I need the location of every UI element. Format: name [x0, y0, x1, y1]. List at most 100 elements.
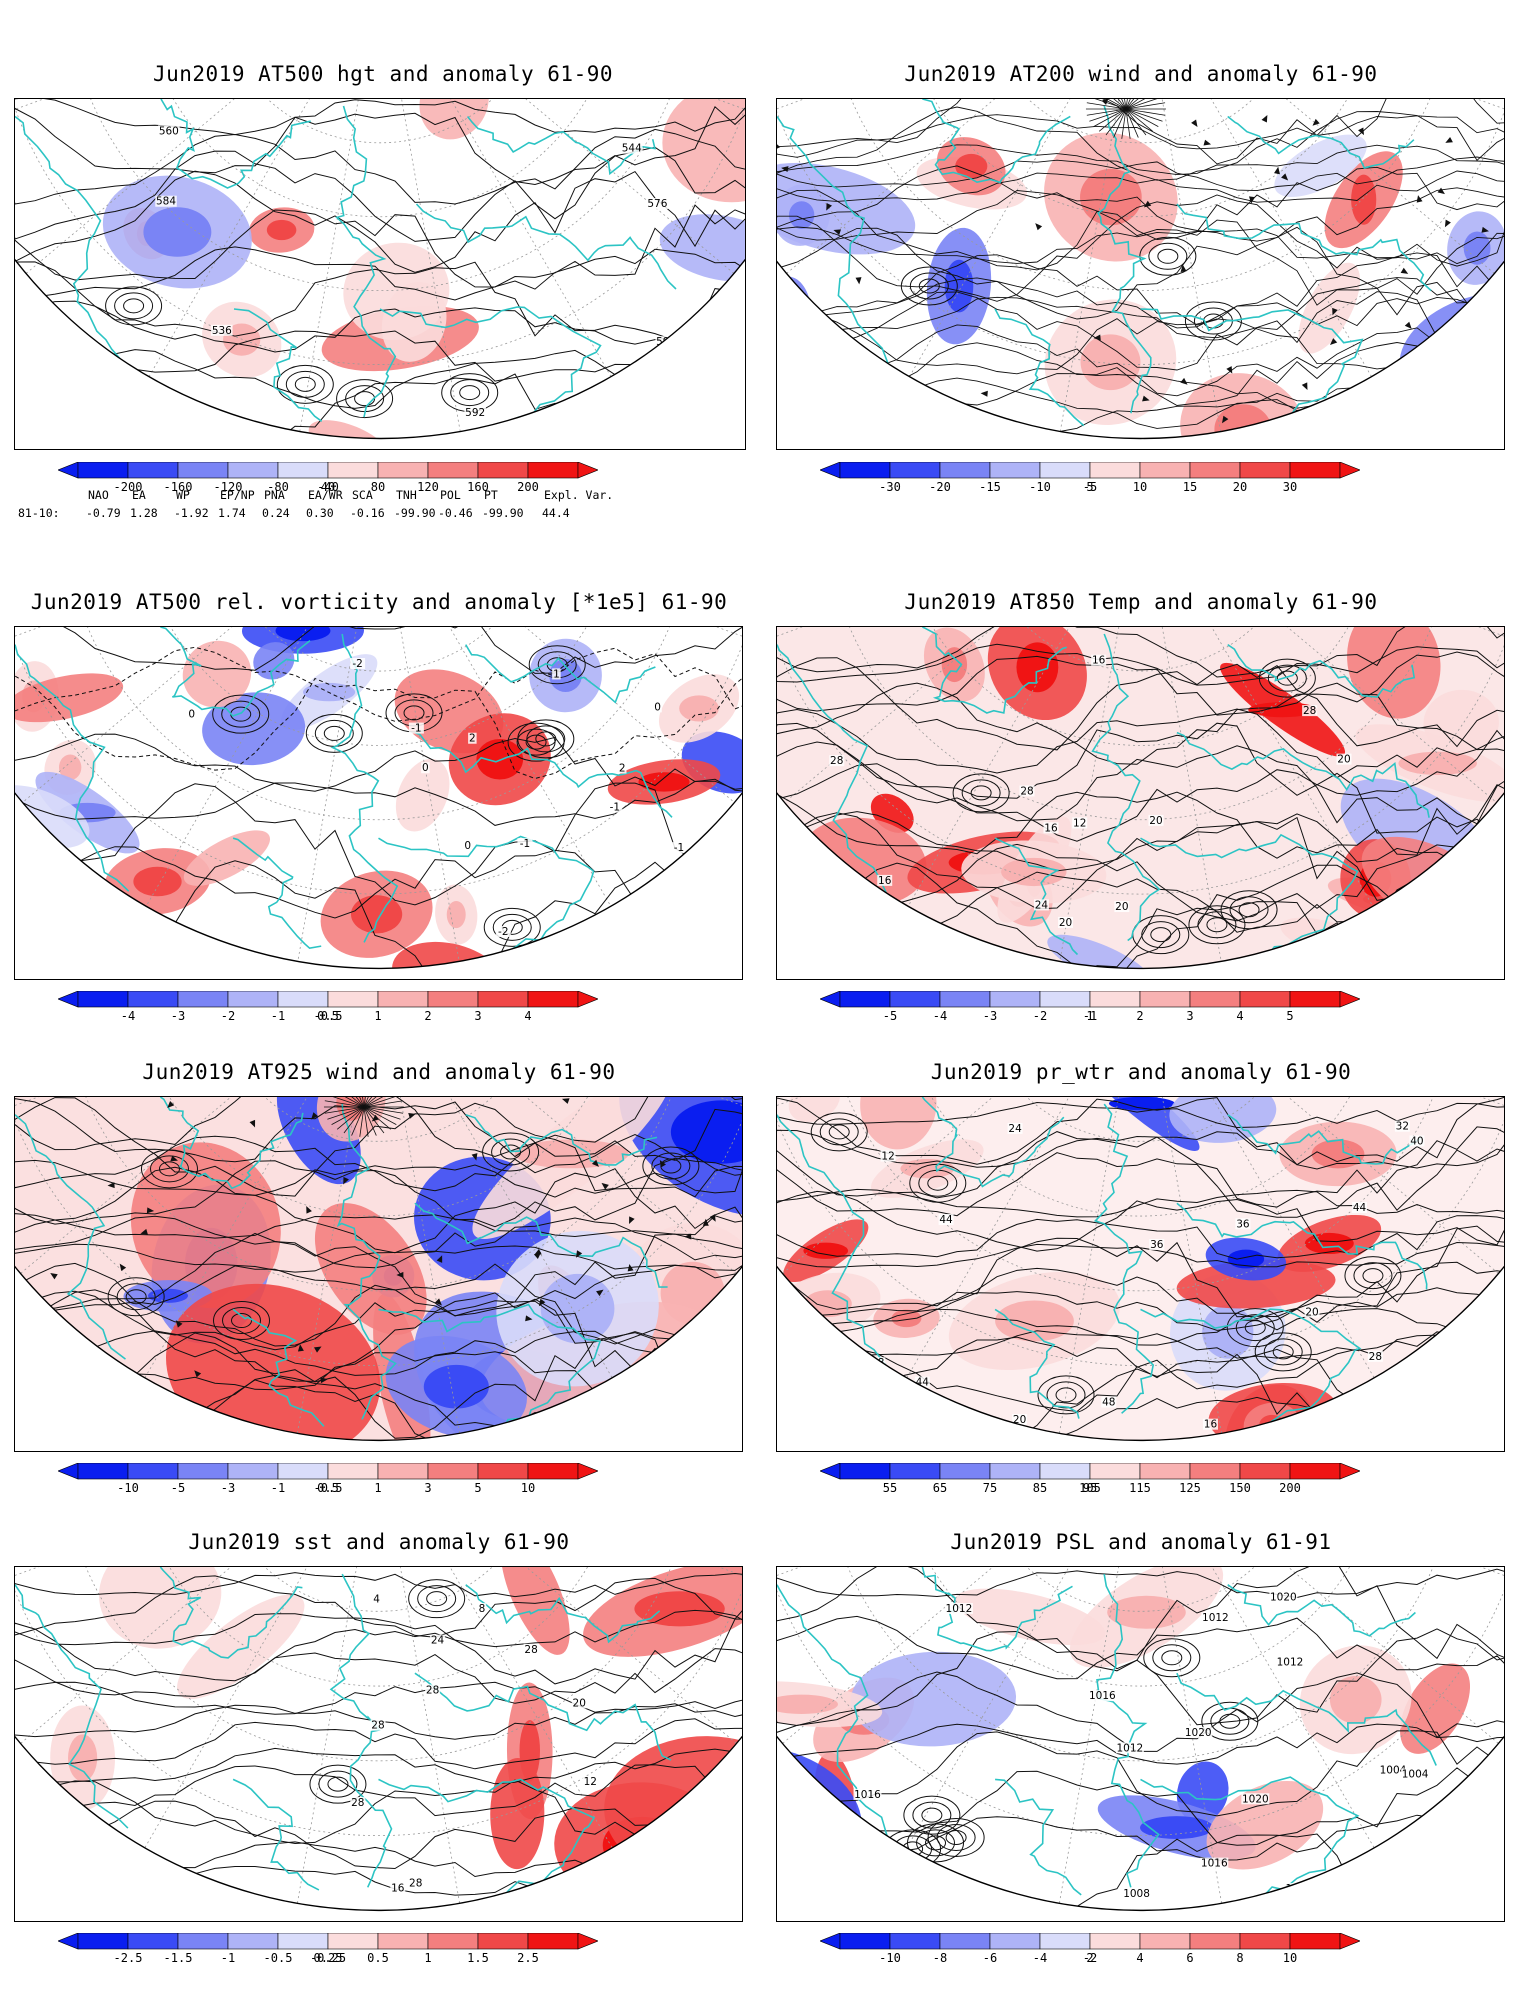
coastline: [378, 1778, 596, 1904]
colorbar-tick-label: 150: [1229, 1481, 1251, 1495]
contour-label-bg: [1033, 899, 1049, 911]
colorbar-graphic: [57, 461, 599, 479]
flow-arrow: [1035, 223, 1043, 231]
latitude-circle: [824, 627, 1457, 821]
colorbar-tick-label: -1: [270, 1009, 286, 1023]
contour-label-bg: [607, 801, 623, 813]
anomaly-shade: [954, 1588, 1106, 1646]
map-content: 20 20 16 12 16 20 24 28 28 20 24 20 16 28: [777, 627, 1504, 969]
streamline: [15, 1159, 742, 1198]
contour-label-bg: [552, 668, 561, 680]
streamline: [1125, 99, 1163, 110]
colorbar-tick-label: 0.5: [317, 1481, 339, 1495]
coastline: [1140, 308, 1364, 430]
colorbar-tick-label: 8: [1236, 1951, 1244, 1965]
closed-contour: [1037, 1375, 1095, 1415]
streamline: [1089, 99, 1127, 110]
map-boundary: [15, 1735, 742, 1911]
streamline: [324, 1106, 365, 1114]
contour-line: [777, 1148, 1504, 1218]
flow-arrow: [1406, 386, 1413, 395]
closed-contour: [354, 391, 376, 407]
closed-contour: [525, 734, 547, 750]
colorbar-graphic: [819, 461, 1361, 479]
colorbar-swatch: [1239, 461, 1291, 479]
panel-title: Jun2019 AT500 hgt and anomaly 61-90: [152, 62, 613, 86]
closed-contour: [936, 1823, 976, 1851]
colorbar-swatch: [277, 1932, 329, 1950]
contour-label: 20: [1337, 754, 1350, 766]
closed-contour: [1238, 902, 1260, 918]
colorbar-swatch: [889, 990, 941, 1008]
anomaly-core: [476, 738, 524, 780]
anomaly-shade: [1382, 1369, 1504, 1416]
contour-label: 0: [188, 708, 195, 720]
contour-label-bg: [1336, 753, 1352, 765]
meridian: [25, 99, 381, 274]
anomaly-shade: [308, 420, 391, 439]
contour-label-bg: [671, 842, 687, 854]
colorbar-tick-label: -120: [213, 480, 243, 494]
contour-label: 1016: [864, 1845, 891, 1857]
map-frame: [14, 1096, 743, 1452]
contour-label: 28: [1303, 705, 1316, 717]
flow-arrow: [629, 1216, 635, 1224]
colorbar-tick-label: 2: [1086, 1951, 1094, 1965]
closed-contour: [1254, 1332, 1312, 1372]
contour-label-bg: [463, 839, 472, 851]
colorbar-tick-label: 6: [1186, 1951, 1194, 1965]
colorbar-tick-label: 2: [424, 1009, 432, 1023]
colorbar-tick-label: -8: [932, 1951, 948, 1965]
flow-arrow: [525, 1315, 533, 1322]
teleconnection-value: -1.92: [174, 506, 209, 520]
flow-arrow: [1180, 264, 1187, 272]
coastline: [922, 627, 1067, 714]
streamline: [1125, 99, 1153, 110]
streamline: [359, 1097, 365, 1108]
streamline: [343, 1097, 365, 1108]
contour-label-bg: [212, 413, 235, 425]
panel-title: Jun2019 AT200 wind and anomaly 61-90: [904, 62, 1378, 86]
colorbar-tick-label: 2.5: [517, 1951, 539, 1965]
contour-label-bg: [1378, 1764, 1407, 1776]
flow-arrow: [1437, 187, 1445, 195]
colorbar-tick-label: 3: [1186, 1009, 1194, 1023]
colorbar-tick-label: -3: [220, 1481, 236, 1495]
colorbar-tick-label: 5: [474, 1481, 482, 1495]
contour-label: 1016: [854, 1789, 881, 1801]
contour-line: [15, 782, 742, 906]
contour-line: [15, 1838, 742, 1878]
flow-arrow: [1409, 368, 1417, 375]
contour-label-bg: [829, 755, 845, 767]
closed-contour: [1141, 921, 1181, 949]
flow-arrow: [1093, 334, 1101, 341]
coastline: [414, 731, 673, 818]
colorbar-swatch: [1189, 1932, 1241, 1950]
contour-label-bg: [1115, 1742, 1144, 1754]
flow-arrow: [175, 1320, 183, 1328]
streamline: [777, 252, 1504, 326]
flow-arrow: [297, 1344, 304, 1352]
contour-line: [15, 1572, 742, 1598]
streamline: [331, 1097, 365, 1108]
coastline: [1140, 833, 1359, 962]
colorbar-tick-label: 200: [1279, 1481, 1301, 1495]
contour-label-bg: [1091, 654, 1107, 666]
colorbar-swatch: [889, 1932, 941, 1950]
colorbar-tick-label: -15: [979, 480, 1001, 494]
streamline: [777, 277, 1504, 329]
flow-arrow: [596, 1289, 604, 1297]
flow-arrow: [107, 1182, 115, 1189]
flow-arrow: [969, 442, 976, 448]
colorbar-tick-label: -1: [270, 1481, 286, 1495]
teleconnection-value: 1.28: [130, 506, 158, 520]
colorbar-tick-label: 10: [1132, 480, 1148, 494]
closed-contour: [1201, 1701, 1259, 1741]
streamline: [1125, 99, 1139, 110]
coastline: [415, 203, 677, 290]
map-frame: 1012 1016 1020 1020 1004 1008 1012 1016 1012 1016…: [776, 1566, 1505, 1922]
contour-label-bg: [1184, 1727, 1213, 1739]
anomaly-shade: [177, 1594, 305, 1699]
anomaly-core: [1311, 1139, 1365, 1169]
